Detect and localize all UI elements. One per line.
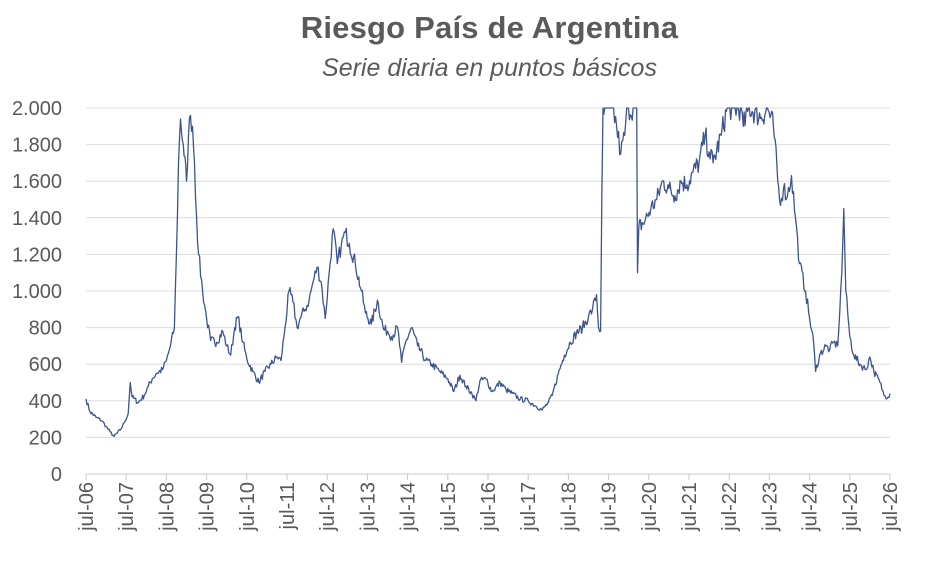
chart-subtitle: Serie diaria en puntos básicos bbox=[322, 54, 657, 82]
x-tick-label: jul-15 bbox=[438, 482, 460, 532]
x-tick-label: jul-06 bbox=[76, 482, 98, 532]
y-tick-label: 200 bbox=[29, 427, 62, 449]
y-tick-label: 1.200 bbox=[12, 244, 62, 266]
x-tick-label: jul-17 bbox=[518, 482, 540, 532]
x-tick-label: jul-08 bbox=[156, 482, 178, 532]
y-tick-label: 0 bbox=[51, 464, 62, 486]
x-tick-label: jul-24 bbox=[800, 482, 822, 532]
x-tick-label: jul-22 bbox=[719, 482, 741, 532]
x-tick-label: jul-09 bbox=[197, 482, 219, 532]
y-tick-label: 1.400 bbox=[12, 208, 62, 230]
y-tick-label: 1.600 bbox=[12, 171, 62, 193]
x-tick-label: jul-11 bbox=[277, 482, 299, 530]
y-tick-label: 400 bbox=[29, 391, 62, 413]
x-tick-label: jul-16 bbox=[478, 482, 500, 532]
x-tick-label: jul-20 bbox=[639, 482, 661, 532]
x-tick-label: jul-12 bbox=[317, 482, 339, 532]
x-tick-label: jul-18 bbox=[558, 482, 580, 532]
x-tick-label: jul-14 bbox=[398, 482, 420, 532]
x-tick-label: jul-21 bbox=[679, 482, 701, 532]
y-tick-label: 800 bbox=[29, 318, 62, 340]
x-tick-label: jul-07 bbox=[116, 482, 138, 532]
y-tick-label: 600 bbox=[29, 354, 62, 376]
x-tick-label: jul-26 bbox=[880, 482, 902, 532]
series-line bbox=[85, 107, 891, 438]
x-tick-label: jul-19 bbox=[599, 482, 621, 532]
x-tick-label: jul-10 bbox=[237, 482, 259, 532]
y-tick-label: 1.800 bbox=[12, 135, 62, 157]
x-tick-label: jul-13 bbox=[357, 482, 379, 532]
y-tick-label: 1.000 bbox=[12, 281, 62, 303]
x-tick-label: jul-23 bbox=[759, 482, 781, 532]
x-tick-label: jul-25 bbox=[840, 482, 862, 532]
y-tick-label: 2.000 bbox=[12, 98, 62, 120]
chart-title: Riesgo País de Argentina bbox=[300, 10, 679, 45]
